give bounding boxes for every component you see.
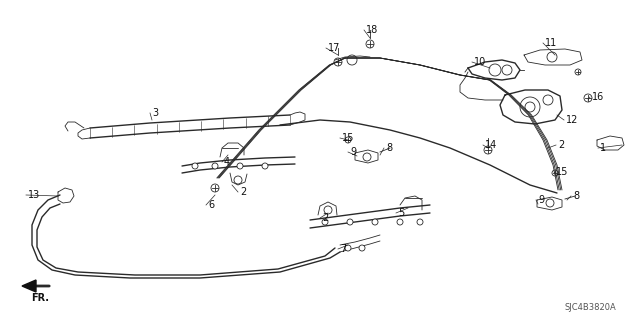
Text: 10: 10 <box>474 57 486 67</box>
Text: 6: 6 <box>208 200 214 210</box>
Circle shape <box>192 163 198 169</box>
Text: 2: 2 <box>240 187 246 197</box>
Text: 2: 2 <box>558 140 564 150</box>
Text: 9: 9 <box>538 195 544 205</box>
Text: 11: 11 <box>545 38 557 48</box>
Text: 8: 8 <box>386 143 392 153</box>
Text: 17: 17 <box>328 43 340 53</box>
Circle shape <box>372 219 378 225</box>
Text: 7: 7 <box>340 244 346 254</box>
Text: 1: 1 <box>600 143 606 153</box>
Text: 2: 2 <box>322 213 328 223</box>
Text: 15: 15 <box>342 133 355 143</box>
Circle shape <box>359 245 365 251</box>
Circle shape <box>237 163 243 169</box>
Text: 18: 18 <box>366 25 378 35</box>
Text: 3: 3 <box>152 108 158 118</box>
Circle shape <box>417 219 423 225</box>
Circle shape <box>397 219 403 225</box>
Text: 14: 14 <box>485 140 497 150</box>
Polygon shape <box>22 280 36 292</box>
Text: 13: 13 <box>28 190 40 200</box>
Text: FR.: FR. <box>31 293 49 303</box>
Circle shape <box>262 163 268 169</box>
Text: 5: 5 <box>398 208 404 218</box>
Circle shape <box>322 219 328 225</box>
Text: 15: 15 <box>556 167 568 177</box>
Circle shape <box>345 245 351 251</box>
Text: 8: 8 <box>573 191 579 201</box>
Circle shape <box>212 163 218 169</box>
Text: 12: 12 <box>566 115 579 125</box>
Text: SJC4B3820A: SJC4B3820A <box>564 303 616 312</box>
Text: 9: 9 <box>350 147 356 157</box>
Text: 16: 16 <box>592 92 604 102</box>
Circle shape <box>347 219 353 225</box>
Text: 4: 4 <box>224 157 230 167</box>
